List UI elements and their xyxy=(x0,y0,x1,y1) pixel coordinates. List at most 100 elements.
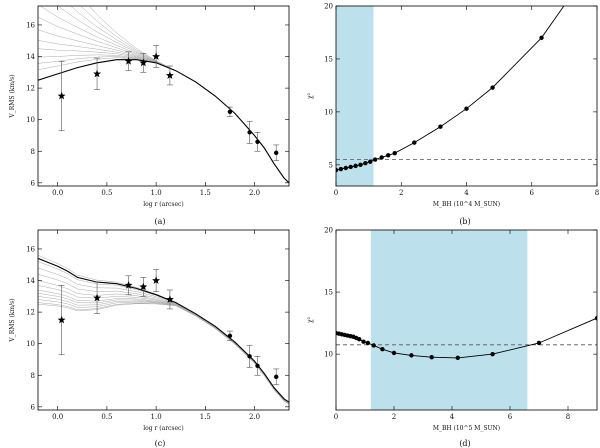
star-marker xyxy=(57,91,66,100)
x-tick-label: 0 xyxy=(334,413,338,421)
chi2-point xyxy=(338,166,344,172)
chi2-point xyxy=(536,340,542,346)
star-marker xyxy=(165,295,174,303)
dot-marker xyxy=(255,363,260,368)
panel-c: 0.0 0.5 1.0 1.5 2.0 6 8 10 12 14 16 log r (arcsec) V… xyxy=(9,229,290,448)
chi2-point xyxy=(357,337,362,342)
y-tick-label: 20 xyxy=(324,227,333,235)
best-fit-curve xyxy=(38,257,289,403)
chi2-point xyxy=(490,85,495,90)
chi2-point xyxy=(392,150,397,156)
plot-frame xyxy=(37,229,290,411)
chi2-point xyxy=(391,350,397,356)
model-curve xyxy=(38,296,289,404)
star-marker xyxy=(93,293,102,302)
x-tick-label: 2 xyxy=(399,189,403,197)
x-tick-label: 0.5 xyxy=(101,413,112,421)
plot-frame xyxy=(37,5,290,187)
confidence-band xyxy=(370,230,528,410)
dot-marker xyxy=(274,150,279,156)
star-marker xyxy=(152,276,161,284)
model-curve xyxy=(38,292,289,404)
model-curve xyxy=(57,6,289,183)
best-fit-curve xyxy=(38,59,289,184)
panel-caption: (a) xyxy=(154,217,165,226)
model-curve xyxy=(38,48,289,183)
x-tick-label: 1.5 xyxy=(200,413,211,421)
panel-d: 0 2 4 6 8 10 15 20 M_BH (10^5 M_SUN) χ² (d) xyxy=(307,227,598,448)
dot-marker xyxy=(247,130,252,135)
model-curve xyxy=(38,261,289,403)
x-tick-label: 8 xyxy=(566,413,570,421)
y-tick-label: 8 xyxy=(31,372,35,380)
dot-marker xyxy=(227,333,233,338)
panel-caption: (d) xyxy=(459,439,470,448)
y-tick-label: 16 xyxy=(26,245,35,253)
chi2-point xyxy=(358,162,363,168)
y-tick-label: 15 xyxy=(324,289,333,297)
model-curve xyxy=(38,273,289,403)
model-curves xyxy=(38,6,289,184)
dot-marker xyxy=(255,139,260,144)
model-curve xyxy=(38,303,289,405)
x-tick-label: 6 xyxy=(508,413,513,421)
y-tick-label: 14 xyxy=(26,277,35,285)
chi2-point xyxy=(365,340,371,346)
chi2-point xyxy=(336,167,339,173)
y-tick-label: 20 xyxy=(324,3,333,11)
y-tick-label: 16 xyxy=(26,21,35,29)
y-tick-label: 8 xyxy=(31,148,35,156)
panel-b: 0 2 4 6 8 5 10 15 20 M_BH (10^4 M_SUN) χ² (b) xyxy=(307,3,599,227)
star-marker xyxy=(124,57,133,65)
x-tick-label: 1.0 xyxy=(151,189,162,197)
x-axis-label: M_BH (10^5 M_SUN) xyxy=(433,425,500,432)
chi-plot-area xyxy=(336,6,597,186)
model-curve xyxy=(88,6,289,183)
x-axis-label: M_BH (10^4 M_SUN) xyxy=(433,201,500,208)
x-tick-label: 2 xyxy=(392,413,396,421)
model-curve xyxy=(38,299,289,405)
star-marker xyxy=(165,71,174,79)
star-marker xyxy=(139,282,148,291)
y-tick-label: 6 xyxy=(31,403,36,411)
x-axis-label: log r (arcsec) xyxy=(143,201,184,208)
x-axis-label: log r (arcsec) xyxy=(143,425,184,432)
y-tick-label: 5 xyxy=(329,161,333,169)
star-marker xyxy=(93,69,102,78)
chi2-point xyxy=(455,355,460,361)
model-curve xyxy=(80,6,289,183)
y-tick-label: 10 xyxy=(324,351,333,359)
chi2-point xyxy=(379,155,384,160)
plot-frame xyxy=(335,229,598,411)
y-tick-label: 14 xyxy=(26,53,35,61)
model-curve xyxy=(38,302,289,405)
y-axis-label: χ² xyxy=(307,92,314,99)
chi2-point xyxy=(409,353,414,358)
model-curve xyxy=(70,6,289,183)
y-axis-label: χ² xyxy=(307,316,314,323)
x-tick-label: 0.5 xyxy=(101,189,112,197)
x-tick-label: 8 xyxy=(595,189,599,197)
model-curve xyxy=(38,54,289,183)
x-tick-label: 0.0 xyxy=(52,413,63,421)
dot-marker xyxy=(274,374,279,380)
model-curve xyxy=(38,56,289,183)
chi2-point xyxy=(368,159,373,164)
dot-marker xyxy=(227,109,233,114)
y-tick-label: 12 xyxy=(26,85,35,93)
chi2-point xyxy=(353,163,358,169)
model-curves xyxy=(38,255,289,405)
x-tick-label: 6 xyxy=(530,189,535,197)
chi2-point xyxy=(372,157,378,162)
chi2-point xyxy=(464,106,469,111)
chi-plot-area xyxy=(336,230,597,410)
x-tick-label: 1.0 xyxy=(151,413,162,421)
chi2-point xyxy=(361,339,366,344)
x-tick-label: 2.0 xyxy=(249,413,260,421)
y-tick-label: 10 xyxy=(324,108,333,116)
panel-caption: (c) xyxy=(155,439,166,448)
model-curve xyxy=(38,57,289,183)
model-curve xyxy=(38,255,289,403)
x-tick-label: 1.5 xyxy=(200,189,211,197)
